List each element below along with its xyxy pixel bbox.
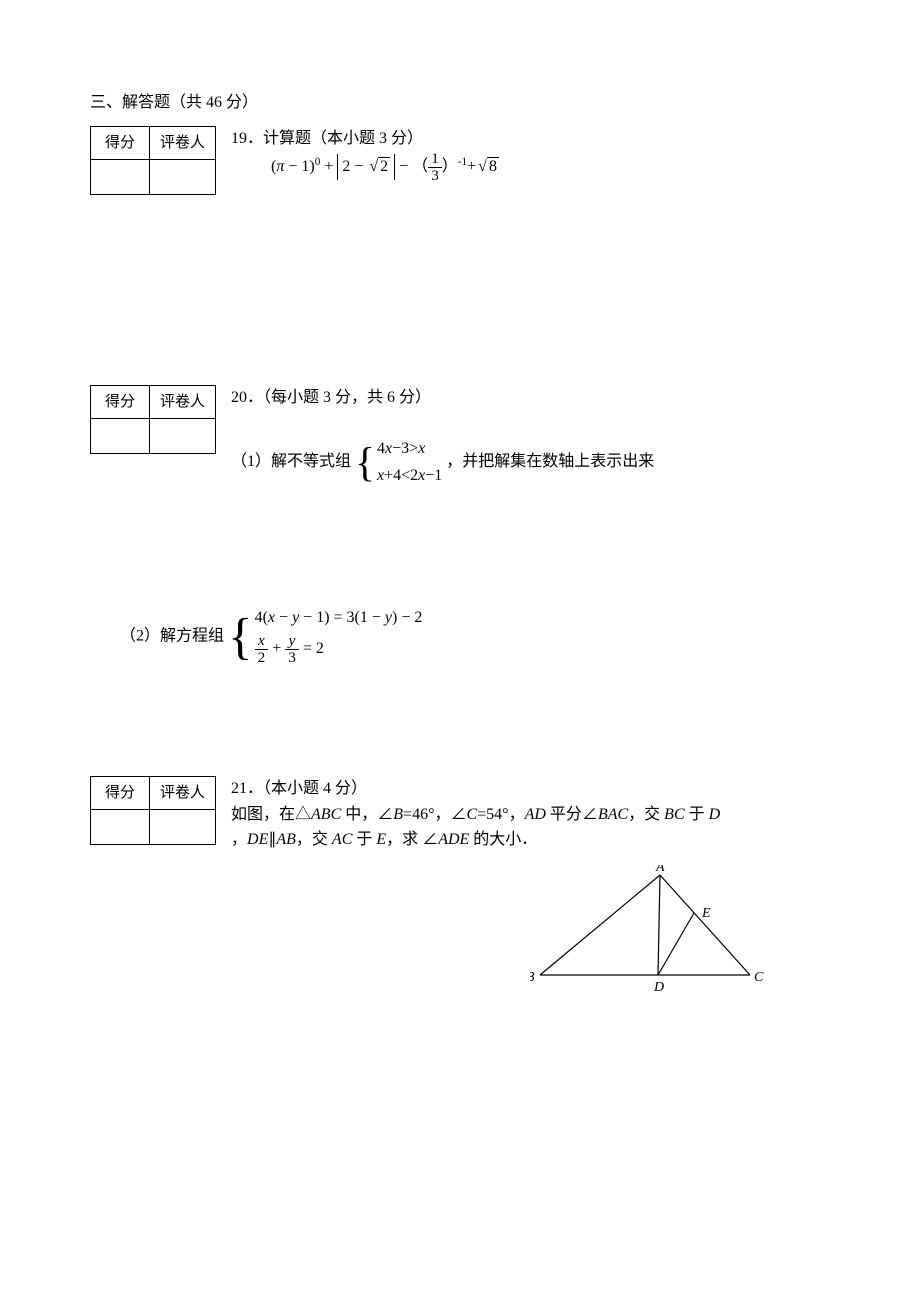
q19-formula: (π − 1)0 + 2 − √2 − （13）-1+√8 — [271, 151, 499, 184]
e: E — [376, 831, 386, 848]
score-col-score: 得分 — [91, 777, 150, 810]
eq-line2: x2 + y3 = 2 — [255, 633, 423, 666]
grader-cell — [150, 810, 216, 845]
f3: 3 — [285, 650, 299, 666]
rad2: 2 — [378, 157, 390, 175]
minus1: − 1 — [284, 158, 309, 175]
t7: ，交 — [296, 831, 332, 848]
mid2: +4<2 — [384, 467, 418, 484]
fy: y — [285, 633, 299, 650]
ab: AB — [276, 831, 296, 848]
question-19: 得分 评卷人 19．计算题（本小题 3 分） (π − 1)0 + 2 − √2… — [90, 126, 830, 195]
svg-text:D: D — [653, 980, 664, 995]
eq1-c: ) − 2 — [392, 609, 422, 626]
q20-p1-lead: （1）解不等式组 — [231, 453, 355, 470]
score-cell — [91, 810, 150, 845]
svg-text:B: B — [530, 970, 535, 985]
q20-p2-lead: （2）解方程组 — [120, 627, 228, 644]
d: D — [709, 806, 721, 823]
eq1-m2: − 1) = 3(1 − — [299, 609, 385, 626]
b: B — [393, 806, 403, 823]
t2: 中，∠ — [341, 806, 393, 823]
score-col-grader: 评卷人 — [150, 385, 216, 418]
q20-p2: （2）解方程组 { 4(x − y − 1) = 3(1 − y) − 2 x2… — [90, 607, 830, 666]
minus-open: − （ — [395, 158, 428, 175]
sqrt8: √8 — [476, 154, 499, 180]
grader-cell — [150, 418, 216, 453]
t1: 如图，在△ — [231, 806, 311, 823]
abs-l: 2 − — [342, 158, 367, 175]
t4: ，交 — [628, 806, 664, 823]
eq2: =54°， — [477, 806, 524, 823]
ade: ADE — [438, 831, 469, 848]
score-box: 得分 评卷人 — [90, 385, 216, 454]
svg-text:E: E — [701, 906, 711, 921]
ineq-system: { 4x−3>x x+4<2x−1 — [355, 438, 442, 487]
eq1: =46°，∠ — [403, 806, 466, 823]
grader-cell — [150, 159, 216, 194]
score-col-grader: 评卷人 — [150, 777, 216, 810]
t5: 于 — [685, 806, 709, 823]
brace-icon: { — [228, 607, 253, 666]
eq1-a: 4( — [255, 609, 268, 626]
n4: 4 — [377, 440, 385, 457]
section-title: 三、解答题（共 46 分） — [90, 90, 830, 116]
bc: BC — [664, 806, 684, 823]
plus3: + — [268, 640, 285, 657]
plus2: + — [467, 158, 476, 175]
x2: x — [418, 440, 425, 457]
ad: AD — [525, 806, 546, 823]
score-box: 得分 评卷人 — [90, 126, 216, 195]
eq1-x: x — [268, 609, 275, 626]
svg-text:C: C — [754, 970, 764, 985]
t8: 于 — [352, 831, 376, 848]
svg-text:A: A — [655, 865, 665, 875]
frac-n: 1 — [428, 151, 442, 168]
score-col-score: 得分 — [91, 126, 150, 159]
de: DE — [247, 831, 268, 848]
abc: ABC — [311, 806, 341, 823]
score-box: 得分 评卷人 — [90, 776, 216, 845]
question-20: 得分 评卷人 20．（每小题 3 分，共 6 分） （1）解不等式组 { 4x−… — [90, 385, 830, 487]
bac: BAC — [598, 806, 628, 823]
score-cell — [91, 418, 150, 453]
t10: 的大小． — [469, 831, 537, 848]
q21-text: 如图，在△ABC 中，∠B=46°，∠C=54°，AD 平分∠BAC，交 BC … — [231, 806, 720, 849]
plus: + — [320, 158, 337, 175]
brace-icon: { — [355, 438, 375, 487]
abs: 2 − √2 — [337, 154, 395, 180]
t9: ，求 ∠ — [386, 831, 438, 848]
eq1-m1: − — [275, 609, 292, 626]
eq-line1: 4(x − y − 1) = 3(1 − y) − 2 — [255, 607, 423, 629]
rad8: 8 — [487, 157, 499, 175]
frac-d: 3 — [428, 168, 442, 184]
frac-x-2: x2 — [255, 633, 269, 666]
triangle-figure: A B C D E — [530, 865, 770, 1000]
c: C — [466, 806, 477, 823]
question-21: 得分 评卷人 21．（本小题 4 分） 如图，在△ABC 中，∠B=46°，∠C… — [90, 776, 830, 853]
exp-neg1: -1 — [458, 156, 467, 168]
ineq-line1: 4x−3>x — [377, 438, 442, 460]
f2: 2 — [255, 650, 269, 666]
ac: AC — [332, 831, 352, 848]
brk: ， — [231, 831, 247, 848]
sqrt2: √2 — [367, 154, 390, 180]
frac-1-3: 13 — [428, 151, 442, 184]
q20-p1-tail: ，并把解集在数轴上表示出来 — [446, 453, 654, 470]
frac-y-3: y3 — [285, 633, 299, 666]
eq2r: = 2 — [299, 640, 324, 657]
ineq-line2: x+4<2x−1 — [377, 465, 442, 487]
t3: 平分∠ — [546, 806, 598, 823]
close-paren: ） — [442, 158, 458, 175]
r2: −1 — [425, 467, 442, 484]
score-cell — [91, 159, 150, 194]
score-col-score: 得分 — [91, 385, 150, 418]
eq1-y2: y — [385, 609, 392, 626]
score-col-grader: 评卷人 — [150, 126, 216, 159]
mid1: −3> — [392, 440, 418, 457]
eq-system: { 4(x − y − 1) = 3(1 − y) − 2 x2 + y3 = … — [228, 607, 422, 666]
fx: x — [255, 633, 269, 650]
